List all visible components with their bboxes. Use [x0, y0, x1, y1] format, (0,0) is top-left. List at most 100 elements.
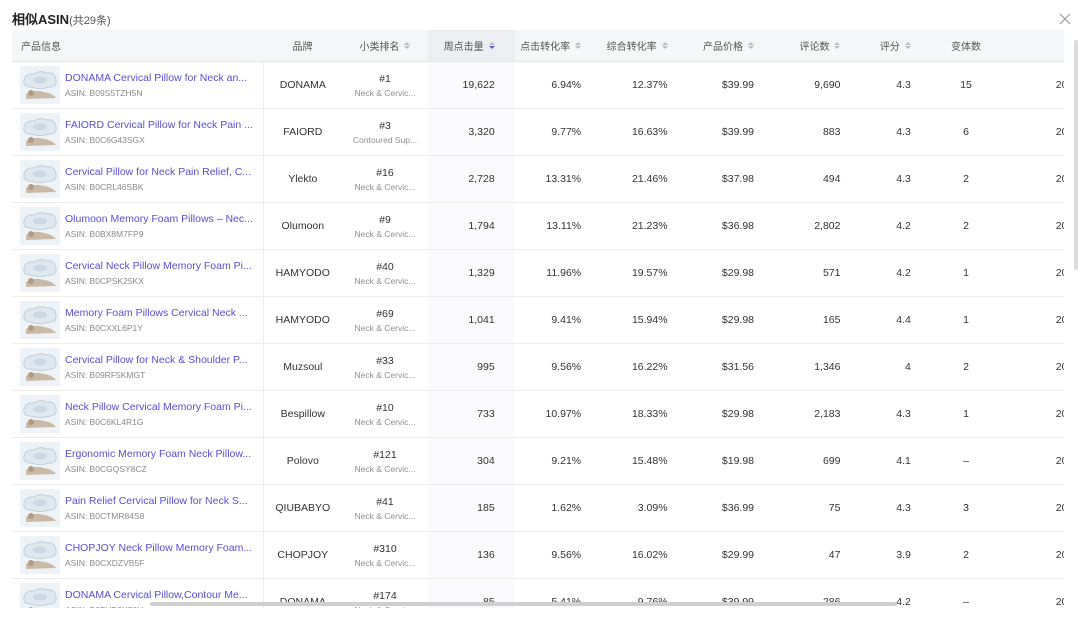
table-header-row: 产品信息 品牌 小类排名 周点击量 点击转化率 综合转化率 产品价格 评论数 评…: [12, 30, 1064, 62]
product-title-link[interactable]: DONAMA Cervical Pillow for Neck an...: [65, 72, 248, 84]
click-conversion-cell: 9.56%: [514, 531, 602, 579]
rank-category: Neck & Cervic...: [354, 275, 416, 286]
table-row[interactable]: Ergonomic Memory Foam Neck Pillow... ASIN…: [12, 437, 1064, 485]
reviews-cell: 571: [774, 249, 861, 297]
extra-cell: 20: [1001, 578, 1064, 608]
table-row[interactable]: CHOPJOY Neck Pillow Memory Foam... ASIN: …: [12, 531, 1064, 579]
col-header-price[interactable]: 产品价格: [687, 30, 775, 62]
rank-cell: #310 Neck & Cervic...: [341, 531, 429, 579]
product-thumbnail[interactable]: [20, 489, 60, 527]
rank-number: #3: [379, 119, 391, 132]
product-title-link[interactable]: Memory Foam Pillows Cervical Neck ...: [65, 307, 248, 319]
table-row[interactable]: DONAMA Cervical Pillow for Neck an... ASI…: [12, 61, 1064, 109]
similar-asin-table-container[interactable]: 产品信息 品牌 小类排名 周点击量 点击转化率 综合转化率 产品价格 评论数 评…: [12, 30, 1064, 608]
sort-icon[interactable]: [575, 42, 582, 49]
reviews-cell: 2,183: [774, 390, 861, 438]
rank-cell: #69 Neck & Cervic...: [341, 296, 429, 344]
product-title-link[interactable]: Cervical Neck Pillow Memory Foam Pi...: [65, 260, 252, 272]
table-row[interactable]: Olumoon Memory Foam Pillows – Nec... ASIN…: [12, 202, 1064, 250]
product-thumbnail[interactable]: [20, 254, 60, 292]
rating-cell: 4.3: [860, 61, 931, 109]
product-thumbnail[interactable]: [20, 583, 60, 608]
product-title-link[interactable]: Cervical Pillow for Neck & Shoulder P...: [65, 354, 248, 366]
rank-cell: #3 Contoured Sup...: [341, 108, 429, 156]
price-cell: $37.98: [687, 155, 775, 203]
click-conversion-cell: 9.77%: [514, 108, 602, 156]
product-title-link[interactable]: Neck Pillow Cervical Memory Foam Pi...: [65, 401, 252, 413]
rank-category: Neck & Cervic...: [354, 322, 416, 333]
rating-cell: 4.3: [860, 155, 931, 203]
vertical-scrollbar[interactable]: [1074, 40, 1078, 270]
product-title-link[interactable]: Cervical Pillow for Neck Pain Relief, C.…: [65, 166, 252, 178]
reviews-cell: 494: [774, 155, 861, 203]
product-title-link[interactable]: Ergonomic Memory Foam Neck Pillow...: [65, 448, 252, 460]
price-cell: $29.98: [687, 390, 775, 438]
close-icon[interactable]: [1057, 11, 1073, 27]
product-title-link[interactable]: CHOPJOY Neck Pillow Memory Foam...: [65, 542, 253, 554]
sort-icon[interactable]: [904, 42, 911, 49]
col-header-reviews[interactable]: 评论数: [774, 30, 861, 62]
dialog-title: 相似ASIN(共29条): [12, 9, 111, 28]
product-title-link[interactable]: DONAMA Cervical Pillow,Contour Me...: [65, 589, 248, 601]
product-thumbnail[interactable]: [20, 301, 60, 339]
click-conversion-cell: 9.21%: [514, 437, 602, 485]
total-conversion-cell: 21.46%: [601, 155, 688, 203]
product-title-link[interactable]: FAIORD Cervical Pillow for Neck Pain ...: [65, 119, 253, 131]
col-header-rank[interactable]: 小类排名: [341, 30, 429, 62]
extra-cell: 20: [1001, 531, 1064, 579]
product-thumbnail[interactable]: [20, 348, 60, 386]
rating-cell: 4.2: [860, 202, 931, 250]
click-conversion-cell: 9.41%: [514, 296, 602, 344]
table-row[interactable]: Pain Relief Cervical Pillow for Neck S..…: [12, 484, 1064, 532]
horizontal-scrollbar[interactable]: [150, 602, 897, 606]
variants-cell: 1: [930, 249, 1002, 297]
product-cell: Cervical Pillow for Neck & Shoulder P...…: [12, 343, 264, 391]
table-row[interactable]: Cervical Pillow for Neck Pain Relief, C.…: [12, 155, 1064, 203]
table-row[interactable]: Memory Foam Pillows Cervical Neck ... ASI…: [12, 296, 1064, 344]
price-cell: $31.56: [687, 343, 775, 391]
col-header-rating[interactable]: 评分: [860, 30, 931, 62]
extra-cell: 20: [1001, 484, 1064, 532]
total-conversion-cell: 16.22%: [601, 343, 688, 391]
brand-cell: DONAMA: [263, 61, 342, 109]
product-thumbnail[interactable]: [20, 395, 60, 433]
sort-desc-icon[interactable]: [488, 42, 495, 49]
result-count: (共29条): [69, 15, 111, 27]
extra-cell: 20: [1001, 108, 1064, 156]
rank-category: Neck & Cervic...: [354, 369, 416, 380]
rank-category: Neck & Cervic...: [354, 87, 416, 98]
table-row[interactable]: Cervical Pillow for Neck & Shoulder P...…: [12, 343, 1064, 391]
product-thumbnail[interactable]: [20, 207, 60, 245]
col-header-total-conversion[interactable]: 综合转化率: [601, 30, 688, 62]
sort-icon[interactable]: [834, 42, 841, 49]
table-row[interactable]: Cervical Neck Pillow Memory Foam Pi... AS…: [12, 249, 1064, 297]
product-thumbnail[interactable]: [20, 113, 60, 151]
product-title-link[interactable]: Olumoon Memory Foam Pillows – Nec...: [65, 213, 253, 225]
rank-number: #310: [373, 542, 397, 555]
sort-icon[interactable]: [661, 42, 668, 49]
col-header-click-conversion[interactable]: 点击转化率: [514, 30, 602, 62]
product-title-link[interactable]: Pain Relief Cervical Pillow for Neck S..…: [65, 495, 248, 507]
product-thumbnail[interactable]: [20, 442, 60, 480]
total-conversion-cell: 12.37%: [601, 61, 688, 109]
col-header-weekly-clicks[interactable]: 周点击量: [428, 30, 515, 62]
sort-icon[interactable]: [748, 42, 755, 49]
sort-icon[interactable]: [404, 42, 411, 49]
table-row[interactable]: FAIORD Cervical Pillow for Neck Pain ...…: [12, 108, 1064, 156]
product-asin: ASIN: B0BVR3X58H: [65, 605, 255, 608]
product-cell: Ergonomic Memory Foam Neck Pillow... ASIN…: [12, 437, 264, 485]
product-asin: ASIN: B0BX8M7FP9: [65, 229, 144, 239]
product-thumbnail[interactable]: [20, 536, 60, 574]
rating-cell: 4.3: [860, 108, 931, 156]
brand-cell: QIUBABYO: [263, 484, 342, 532]
col-header-product: 产品信息: [12, 30, 264, 62]
product-thumbnail[interactable]: [20, 66, 60, 104]
total-conversion-cell: 15.48%: [601, 437, 688, 485]
rank-number: #41: [376, 495, 394, 508]
rank-number: #121: [373, 448, 397, 461]
table-row[interactable]: Neck Pillow Cervical Memory Foam Pi... AS…: [12, 390, 1064, 438]
reviews-cell: 883: [774, 108, 861, 156]
product-thumbnail[interactable]: [20, 160, 60, 198]
price-cell: $36.98: [687, 202, 775, 250]
variants-cell: 2: [930, 155, 1002, 203]
